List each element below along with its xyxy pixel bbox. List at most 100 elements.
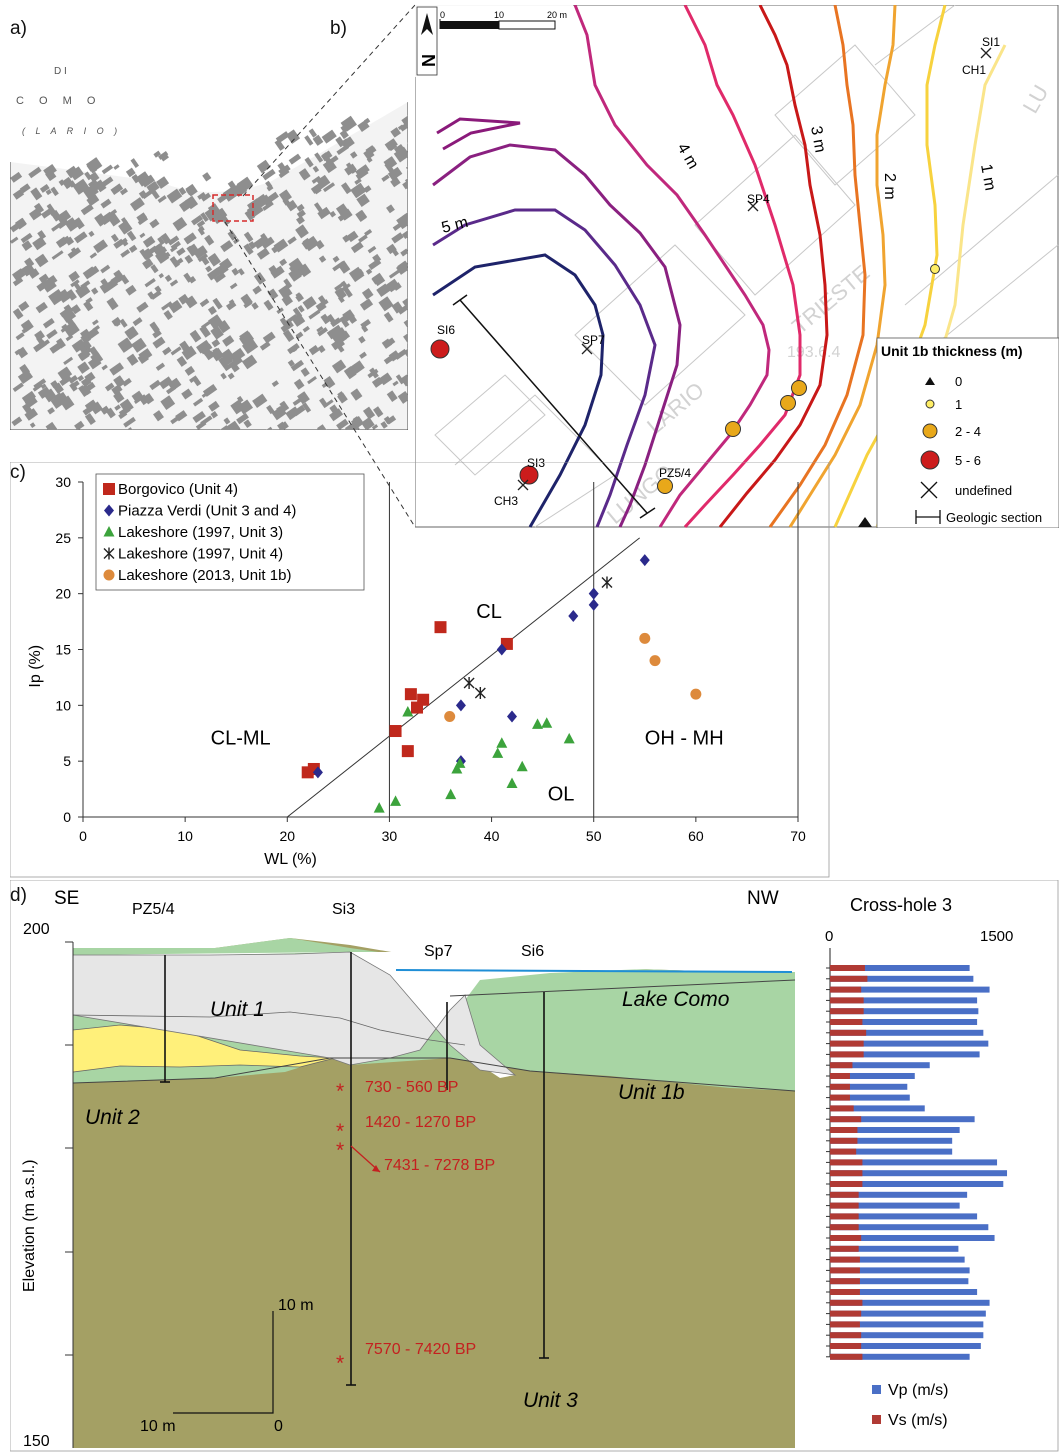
sample-points <box>430 47 992 527</box>
legend-item-2-4: 2 - 4 <box>955 424 981 439</box>
city-block <box>326 155 339 166</box>
city-block <box>339 129 349 140</box>
city-block <box>74 420 85 430</box>
city-block <box>210 411 218 419</box>
legend-entry: Lakeshore (1997, Unit 3) <box>118 524 283 541</box>
city-block <box>99 284 109 294</box>
city-block <box>57 218 69 230</box>
city-block <box>20 319 34 333</box>
city-block <box>343 287 353 298</box>
city-block <box>86 160 99 172</box>
city-block <box>243 243 254 255</box>
city-block <box>360 318 371 329</box>
city-block <box>71 338 87 353</box>
unit-label-1: Unit 1 <box>210 998 265 1021</box>
city-block <box>103 278 119 292</box>
city-block <box>32 383 43 392</box>
city-block <box>199 298 210 308</box>
map-label-lario: ( L A R I O ) <box>22 126 121 136</box>
svg-text:*: * <box>336 1352 344 1375</box>
city-block <box>133 394 147 404</box>
city-block <box>354 178 362 185</box>
city-block <box>188 275 197 284</box>
contour-6m <box>432 253 605 528</box>
city-block <box>14 218 27 230</box>
vs-bar <box>830 1202 859 1209</box>
city-block <box>196 219 206 228</box>
city-block <box>58 179 66 186</box>
city-block <box>91 287 99 295</box>
city-block <box>348 266 365 283</box>
city-block <box>85 327 100 340</box>
city-block <box>302 325 310 333</box>
legend-entry: Lakeshore (1997, Unit 4) <box>118 546 283 563</box>
city-block <box>390 177 401 188</box>
vs-bar <box>830 1148 857 1155</box>
vs-bar <box>830 1170 863 1177</box>
city-block <box>376 283 391 297</box>
city-block <box>94 213 108 227</box>
vs-bar <box>830 1224 859 1231</box>
city-block <box>365 146 377 157</box>
city-block <box>176 355 188 367</box>
city-block <box>24 408 39 421</box>
city-block <box>121 217 129 225</box>
city-block <box>204 234 215 246</box>
contour-label-3m: 3 m <box>807 125 828 154</box>
city-block <box>255 193 270 208</box>
city-block <box>189 375 198 383</box>
city-block <box>227 372 235 380</box>
city-block <box>248 241 257 250</box>
city-block <box>344 163 357 176</box>
city-block <box>113 269 125 283</box>
city-block <box>381 338 393 349</box>
city-block <box>263 299 274 311</box>
city-block <box>316 174 331 189</box>
city-block <box>113 164 120 170</box>
city-block <box>110 233 119 243</box>
city-block <box>42 318 55 329</box>
city-block <box>381 174 390 182</box>
region-label: OL <box>548 783 575 805</box>
city-block <box>183 232 197 245</box>
vp-bar <box>830 997 978 1004</box>
city-block <box>317 327 328 337</box>
city-block <box>226 420 241 430</box>
city-block <box>308 345 320 356</box>
city-block <box>365 268 373 275</box>
city-block <box>125 167 136 178</box>
data-point <box>455 699 466 712</box>
vs-bar <box>830 1310 862 1317</box>
city-block <box>262 331 276 344</box>
city-block <box>404 175 408 184</box>
vs-bar <box>830 1127 858 1133</box>
boreholes <box>160 952 549 1386</box>
direction-se: SE <box>54 888 79 909</box>
vs-bar <box>830 1289 860 1295</box>
data-point <box>444 711 456 722</box>
city-block <box>63 356 74 365</box>
city-block <box>39 183 50 193</box>
vp-bar <box>830 965 970 971</box>
city-block <box>199 325 211 338</box>
data-point <box>601 576 613 589</box>
scale-horizontal-label: 10 m <box>140 1418 176 1435</box>
city-block <box>393 146 408 163</box>
city-block <box>297 391 310 405</box>
vp-bar <box>830 1202 960 1209</box>
city-block <box>126 230 137 242</box>
crosshole-tick-0: 0 <box>825 928 833 945</box>
vs-bar <box>830 1094 850 1101</box>
city-block <box>402 177 408 190</box>
city-block <box>283 278 293 289</box>
city-block <box>136 301 149 313</box>
city-block <box>317 345 326 354</box>
vs-bar <box>830 1029 867 1036</box>
city-block <box>89 252 98 259</box>
city-block <box>131 390 143 402</box>
city-block <box>19 265 29 274</box>
data-point <box>516 760 528 772</box>
city-block <box>189 329 202 343</box>
city-block <box>123 416 136 428</box>
data-point <box>373 802 385 813</box>
